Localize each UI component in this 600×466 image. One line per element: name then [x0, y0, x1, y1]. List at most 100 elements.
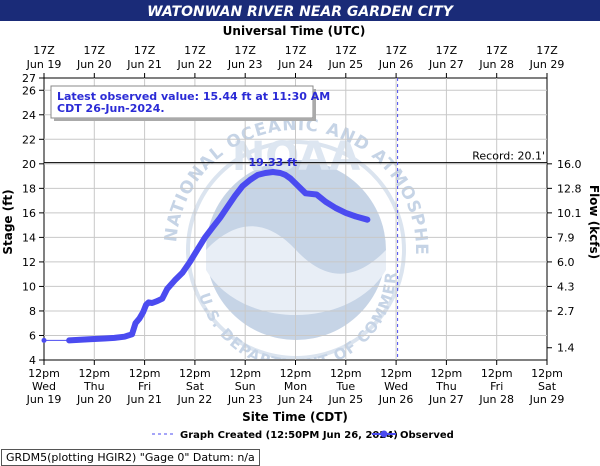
observed-point — [293, 180, 298, 186]
top-axis-label: Universal Time (UTC) — [223, 24, 366, 38]
observed-point — [210, 225, 215, 231]
x-tick-weekday: Thu — [435, 380, 457, 393]
x-tick-weekday: Tue — [335, 380, 355, 393]
observed-point — [140, 309, 146, 315]
top-tick-date: Jun 24 — [277, 58, 313, 71]
latest-note-shadow-bottom — [54, 118, 316, 121]
top-tick-date: Jun 29 — [529, 58, 565, 71]
y-tick-label: 12 — [22, 256, 36, 269]
x-tick-weekday: Mon — [284, 380, 307, 393]
y-tick-label: 24 — [22, 109, 36, 122]
x-tick-time: 12pm — [330, 367, 362, 380]
bottom-axis-label: Site Time (CDT) — [242, 410, 348, 424]
observed-point — [298, 185, 303, 191]
observed-point — [255, 172, 261, 178]
top-tick-time: 17Z — [84, 44, 106, 57]
observed-point — [194, 247, 200, 253]
top-tick-date: Jun 19 — [26, 58, 62, 71]
x-tick-date: Jun 24 — [277, 393, 313, 406]
observed-point — [111, 335, 117, 341]
x-tick-weekday: Wed — [384, 380, 408, 393]
record-label: Record: 20.1' — [472, 150, 545, 163]
observed-point — [217, 215, 223, 221]
top-tick-time: 17Z — [184, 44, 206, 57]
observed-point — [240, 183, 246, 189]
observed-point — [364, 217, 370, 223]
top-tick-time: 17Z — [234, 44, 256, 57]
top-tick-time: 17Z — [335, 44, 357, 57]
legend-created-label: Graph Created (12:50PM Jun 26, 2024) — [180, 430, 398, 441]
x-tick-weekday: Wed — [32, 380, 56, 393]
top-tick-date: Jun 21 — [126, 58, 162, 71]
observed-point — [137, 315, 143, 321]
y2-tick-label: 2.7 — [557, 305, 575, 318]
y-tick-label: 14 — [22, 231, 36, 244]
observed-point — [247, 177, 253, 183]
latest-note-line1: Latest observed value: 15.44 ft at 11:30… — [57, 90, 330, 103]
observed-point — [101, 336, 107, 341]
y2-tick-label: 16.0 — [557, 158, 582, 171]
x-tick-date: Jun 29 — [529, 393, 565, 406]
footer-datum: GRDM5(plotting HGIR2) "Gage 0" Datum: n/… — [1, 449, 260, 466]
series-observed — [41, 169, 371, 344]
observed-point — [323, 199, 329, 205]
chart-title: WATONWAN RIVER NEAR GARDEN CITY — [147, 4, 455, 20]
top-tick-time: 17Z — [285, 44, 307, 57]
peak-label: 19.33 ft — [249, 156, 298, 169]
x-tick-date: Jun 20 — [76, 393, 112, 406]
observed-point — [270, 169, 276, 175]
x-tick-date: Jun 23 — [227, 393, 263, 406]
observed-point — [149, 300, 155, 306]
x-tick-time: 12pm — [28, 367, 60, 380]
y2-tick-label: 4.3 — [557, 280, 575, 293]
y-tick-label: 27 — [22, 72, 36, 85]
x-tick-date: Jun 27 — [428, 393, 464, 406]
x-tick-time: 12pm — [431, 367, 463, 380]
y2-tick-label: 1.4 — [557, 342, 575, 355]
record-line-group: Record: 20.1' — [44, 150, 547, 164]
chart-markers: 19.33 ft — [249, 78, 399, 360]
x-tick-weekday: Sat — [538, 380, 557, 393]
x-tick-date: Jun 21 — [126, 393, 162, 406]
observed-point — [353, 214, 359, 219]
observed-point — [277, 170, 283, 176]
observed-point — [164, 286, 170, 292]
x-tick-time: 12pm — [531, 367, 563, 380]
observed-point — [159, 296, 165, 302]
legend-observed-marker — [380, 430, 388, 438]
y-tick-label: 10 — [22, 280, 36, 293]
y2-tick-label: 10.1 — [557, 207, 582, 220]
observed-point — [202, 234, 208, 240]
x-tick-time: 12pm — [179, 367, 211, 380]
x-tick-weekday: Sun — [235, 380, 256, 393]
y2-axis-label: Flow (kcfs) — [587, 185, 600, 259]
x-tick-weekday: Fri — [138, 380, 151, 393]
y-tick-label: 4 — [29, 354, 36, 367]
x-tick-time: 12pm — [229, 367, 261, 380]
top-tick-date: Jun 22 — [177, 58, 213, 71]
y-axis-label: Stage (ft) — [1, 189, 15, 254]
observed-point — [187, 259, 193, 265]
y-tick-label: 16 — [22, 207, 36, 220]
observed-point — [122, 334, 127, 340]
observed-point — [66, 337, 72, 343]
top-tick-time: 17Z — [385, 44, 407, 57]
x-tick-date: Jun 22 — [177, 393, 213, 406]
top-tick-date: Jun 26 — [378, 58, 414, 71]
observed-point — [262, 170, 268, 176]
y-tick-label: 18 — [22, 182, 36, 195]
top-tick-date: Jun 23 — [227, 58, 263, 71]
observed-point — [86, 336, 92, 342]
top-tick-date: Jun 28 — [478, 58, 514, 71]
latest-note-box — [50, 85, 314, 119]
observed-point — [179, 270, 185, 276]
top-tick-date: Jun 25 — [327, 58, 363, 71]
observed-point — [314, 192, 320, 197]
latest-note-shadow — [313, 89, 316, 121]
x-tick-time: 12pm — [78, 367, 110, 380]
x-tick-date: Jun 26 — [378, 393, 414, 406]
y2-tick-label: 7.9 — [557, 231, 575, 244]
observed-point — [129, 331, 135, 337]
x-tick-weekday: Sat — [186, 380, 205, 393]
